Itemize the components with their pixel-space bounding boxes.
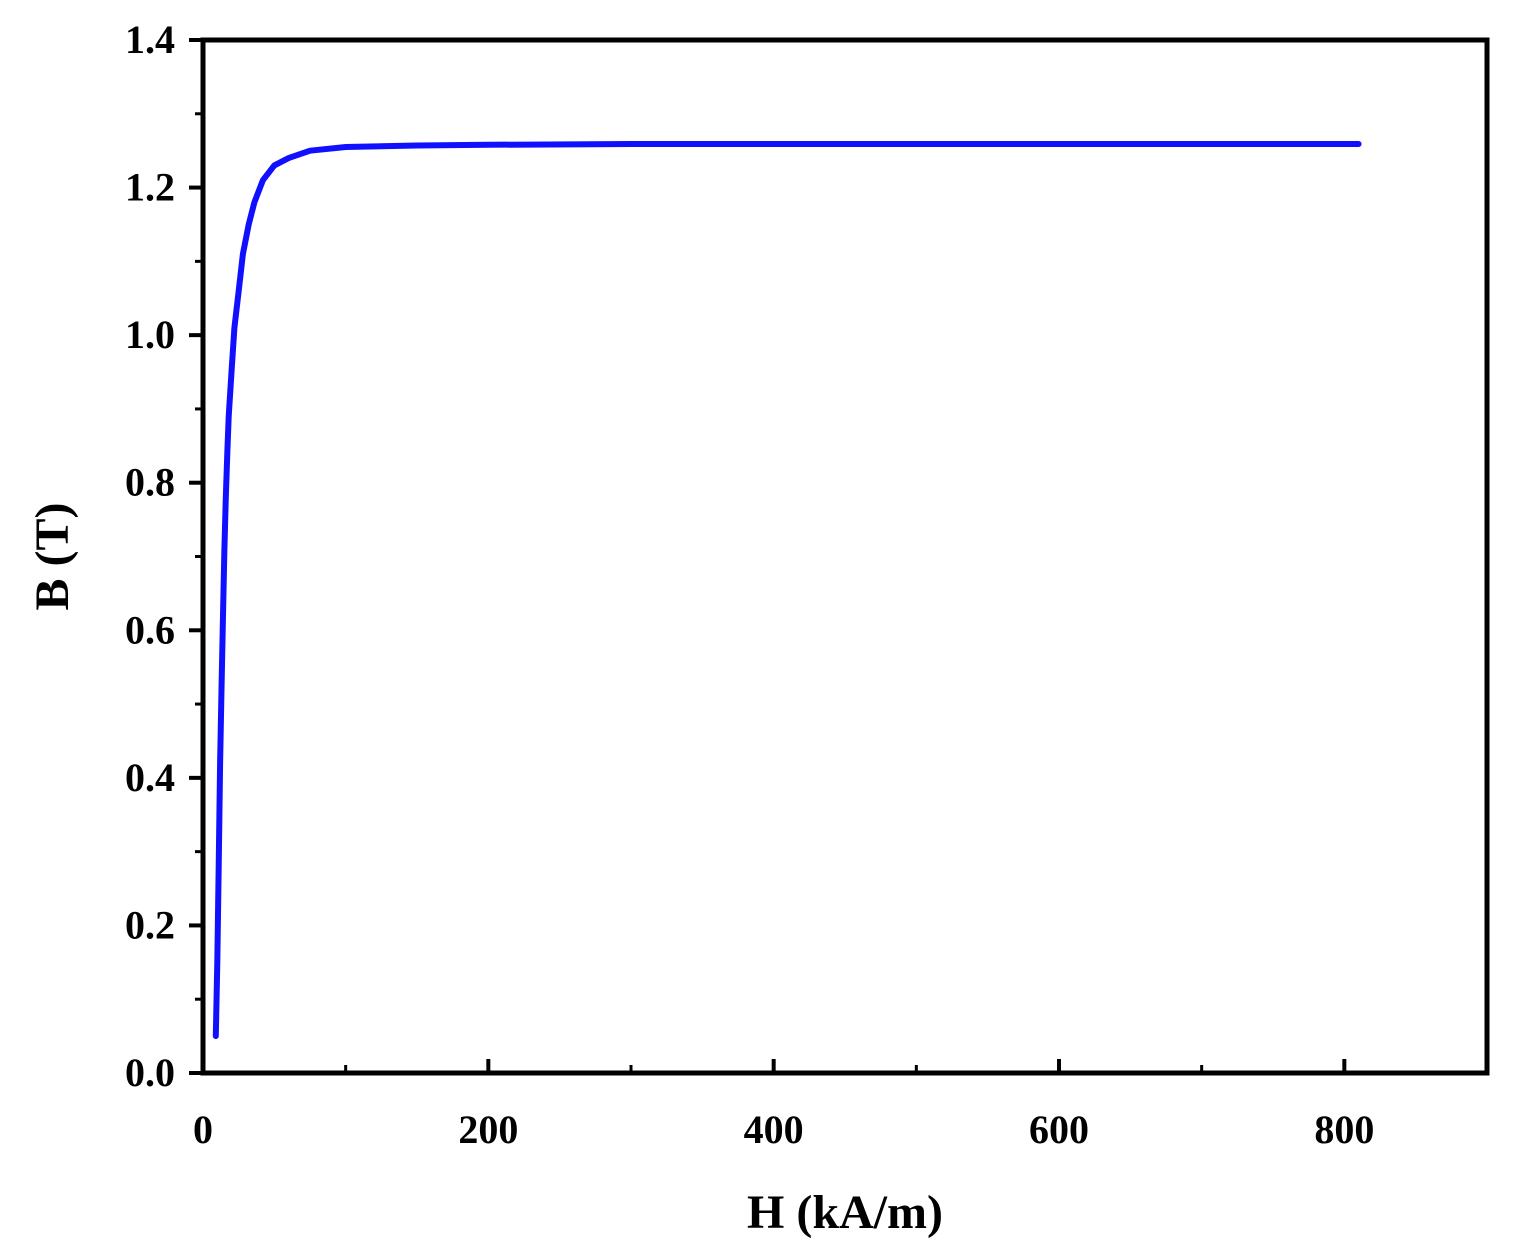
x-axis-title: H (kA/m) [747, 1186, 943, 1239]
y-tick-label: 0.0 [125, 1050, 175, 1095]
series-layer [212, 141, 1362, 1040]
axis-tick-labels: 0 200 400 600 800 0.0 0.2 0.4 0.6 0.8 1.0 1.2 1.4 [125, 17, 1374, 1152]
x-tick-label: 0 [193, 1107, 213, 1152]
y-tick-label: 0.8 [125, 460, 175, 505]
y-tick-label: 0.4 [125, 755, 175, 800]
y-tick-label: 1.2 [125, 165, 175, 210]
y-tick-label: 0.6 [125, 607, 175, 652]
x-tick-label: 200 [458, 1107, 518, 1152]
plot-frame [200, 37, 1490, 1076]
bh-curve-line [212, 141, 1362, 1040]
axis-ticks [189, 38, 1489, 1075]
x-tick-label: 800 [1314, 1107, 1374, 1152]
plot-area-border [200, 37, 1490, 1076]
x-tick-label: 400 [744, 1107, 804, 1152]
x-tick-label: 600 [1029, 1107, 1089, 1152]
y-axis-title: B (T) [26, 503, 79, 611]
y-tick-label: 1.4 [125, 17, 175, 62]
y-tick-label: 1.0 [125, 312, 175, 357]
y-tick-label: 0.2 [125, 902, 175, 947]
